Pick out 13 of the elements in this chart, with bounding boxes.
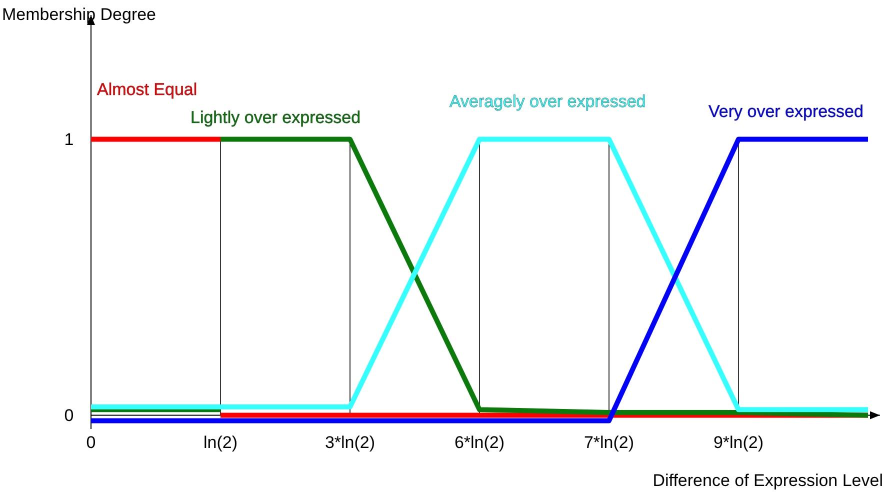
series-label: Lightly over expressed: [190, 108, 361, 128]
text: Averagely over expressed: [450, 92, 646, 112]
x-tick-label: 3*ln(2): [324, 433, 376, 452]
y-axis-title: Membership Degree: [2, 5, 156, 24]
y-tick-label: 1: [64, 130, 74, 150]
x-tick-label: ln(2): [203, 433, 238, 452]
x-tick-label: 7*ln(2): [584, 433, 634, 452]
x-tick-label: 0: [86, 433, 96, 452]
x-tick-label: 6*ln(2): [454, 433, 505, 452]
series-label: Very over expressed: [708, 102, 864, 122]
x-tick-label: 9*ln(2): [713, 433, 764, 452]
text: Almost Equal: [97, 80, 198, 100]
x-axis-title: Difference of Expression Level: [652, 471, 883, 490]
